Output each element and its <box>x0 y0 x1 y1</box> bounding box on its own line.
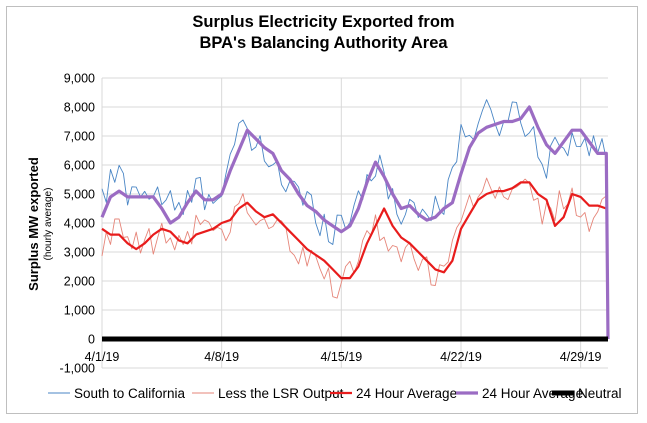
y-tick-label: 7,000 <box>64 130 95 144</box>
y-tick-label: 9,000 <box>64 72 95 86</box>
legend-label: 24 Hour Average <box>356 386 457 401</box>
x-tick-label: 4/22/19 <box>440 350 482 364</box>
grid-lines <box>101 77 608 369</box>
y-axis-label: Surplus MW exported <box>26 157 41 291</box>
y-tick-label: 0 <box>88 333 95 347</box>
x-tick-label: 4/29/19 <box>560 350 602 364</box>
y-tick-label: 8,000 <box>64 101 95 115</box>
y-tick-label: 3,000 <box>64 246 95 260</box>
series-line-1 <box>101 177 608 299</box>
x-tick-label: 4/1/19 <box>85 350 120 364</box>
chart-title-line2: BPA's Balancing Authority Area <box>199 34 448 52</box>
y-tick-label: 2,000 <box>64 275 95 289</box>
legend: South to California Less the LSR Output 24… <box>48 386 622 401</box>
y-axis-sublabel: (hourly average) <box>43 188 54 261</box>
plot-series <box>100 99 610 342</box>
series-line-2 <box>101 181 607 280</box>
x-tick-labels: 4/1/19 4/8/19 4/15/19 4/22/19 4/29/19 <box>85 350 602 364</box>
chart-title: Surplus Electricity Exported from BPA's … <box>0 12 647 54</box>
legend-label: Less the LSR Output <box>218 386 344 401</box>
y-tick-label: 4,000 <box>64 217 95 231</box>
legend-label: 24 Hour Average <box>482 386 583 401</box>
legend-label: Neutral <box>578 386 622 401</box>
x-tick-label: 4/15/19 <box>320 350 362 364</box>
y-tick-label: -1,000 <box>60 362 95 376</box>
y-tick-labels: -1,000 0 1,000 2,000 3,000 4,000 5,000 6,000 7,0… <box>60 72 96 376</box>
series-line-3 <box>100 105 610 340</box>
y-tick-label: 5,000 <box>64 188 95 202</box>
y-tick-label: 1,000 <box>64 304 95 318</box>
chart-title-line1: Surplus Electricity Exported from <box>192 13 455 31</box>
series-line-0 <box>101 99 609 340</box>
legend-label: South to California <box>74 386 186 401</box>
x-tick-label: 4/8/19 <box>204 350 239 364</box>
chart-frame <box>6 6 638 414</box>
y-tick-label: 6,000 <box>64 159 95 173</box>
